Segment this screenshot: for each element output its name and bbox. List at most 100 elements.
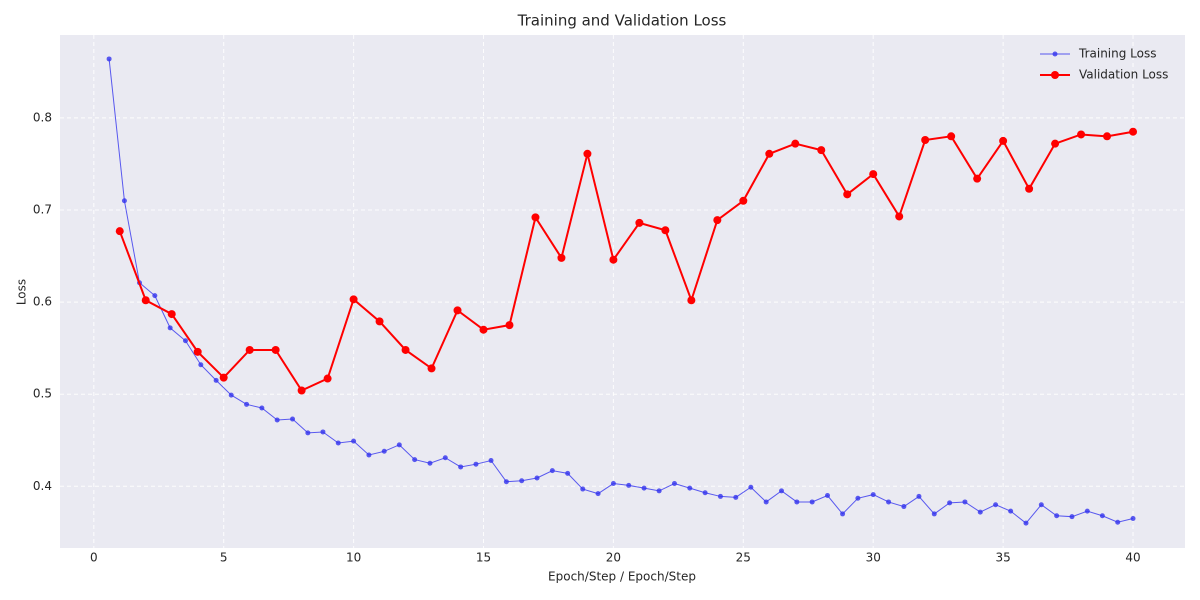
point <box>1084 508 1090 514</box>
point <box>947 132 956 141</box>
point <box>557 253 566 262</box>
point <box>843 190 852 199</box>
x-tick-label: 10 <box>346 551 361 565</box>
x-tick-label: 25 <box>736 551 751 565</box>
point <box>167 325 173 331</box>
point <box>106 56 112 62</box>
point <box>840 511 846 517</box>
point <box>245 345 254 354</box>
point <box>824 493 830 499</box>
point <box>583 149 592 158</box>
point <box>999 136 1008 145</box>
point <box>479 325 488 334</box>
point <box>595 491 601 497</box>
point <box>626 482 632 488</box>
point <box>921 135 930 144</box>
point <box>290 416 296 422</box>
point <box>375 317 384 326</box>
plot-area <box>60 35 1185 548</box>
y-tick-label: 0.5 <box>33 387 52 401</box>
point <box>297 386 306 395</box>
point <box>671 481 677 487</box>
point <box>1069 514 1075 520</box>
point <box>453 306 462 315</box>
point <box>931 511 937 517</box>
point <box>320 429 326 435</box>
point <box>1130 516 1136 522</box>
x-axis-label: Epoch/Step / Epoch/Step <box>548 570 696 584</box>
point <box>1054 513 1060 519</box>
x-tick-label: 5 <box>220 551 228 565</box>
point <box>396 442 402 448</box>
point <box>488 458 494 464</box>
y-axis-label: Loss <box>15 279 29 305</box>
point <box>641 485 647 491</box>
point <box>656 488 662 494</box>
point <box>401 345 410 354</box>
point <box>228 392 234 398</box>
point <box>366 452 372 458</box>
point <box>213 377 219 383</box>
point <box>993 502 999 508</box>
point <box>713 216 722 225</box>
point <box>305 430 311 436</box>
legend-label: Validation Loss <box>1079 68 1168 82</box>
point <box>351 438 357 444</box>
point <box>259 405 265 411</box>
point <box>901 504 907 510</box>
point <box>1099 513 1105 519</box>
point <box>442 455 448 461</box>
point <box>1025 184 1034 193</box>
point <box>973 174 982 183</box>
point <box>1008 508 1014 514</box>
point <box>519 478 525 484</box>
point <box>381 448 387 454</box>
point <box>244 401 250 407</box>
point <box>505 321 514 330</box>
legend-label: Training Loss <box>1078 47 1156 61</box>
point <box>1051 139 1060 148</box>
point <box>687 296 696 305</box>
point <box>794 499 800 505</box>
point <box>855 495 861 501</box>
y-tick-label: 0.8 <box>33 110 52 124</box>
point <box>198 362 204 368</box>
point <box>702 490 708 496</box>
legend-marker <box>1051 71 1059 79</box>
x-tick-label: 40 <box>1125 551 1140 565</box>
y-tick-label: 0.6 <box>33 295 52 309</box>
point <box>549 468 555 474</box>
point <box>274 417 280 423</box>
x-tick-label: 0 <box>90 551 98 565</box>
point <box>565 470 571 476</box>
legend-marker <box>1052 51 1058 57</box>
point <box>977 509 983 515</box>
point <box>739 196 748 205</box>
point <box>271 345 280 354</box>
point <box>886 499 892 505</box>
point <box>817 146 826 155</box>
point <box>763 499 769 505</box>
point <box>534 475 540 481</box>
point <box>661 226 670 235</box>
point <box>717 493 723 499</box>
point <box>1038 502 1044 508</box>
point <box>1023 520 1029 526</box>
point <box>870 492 876 498</box>
point <box>503 479 509 485</box>
point <box>895 212 904 221</box>
point <box>947 500 953 506</box>
series-line <box>118 130 1134 392</box>
point <box>733 494 739 500</box>
point <box>458 464 464 470</box>
point <box>962 499 968 505</box>
point <box>779 488 785 494</box>
point <box>193 347 202 356</box>
point <box>412 457 418 463</box>
point <box>635 218 644 227</box>
point <box>531 213 540 222</box>
point <box>791 139 800 148</box>
point <box>610 481 616 487</box>
point <box>765 149 774 158</box>
point <box>323 374 332 383</box>
